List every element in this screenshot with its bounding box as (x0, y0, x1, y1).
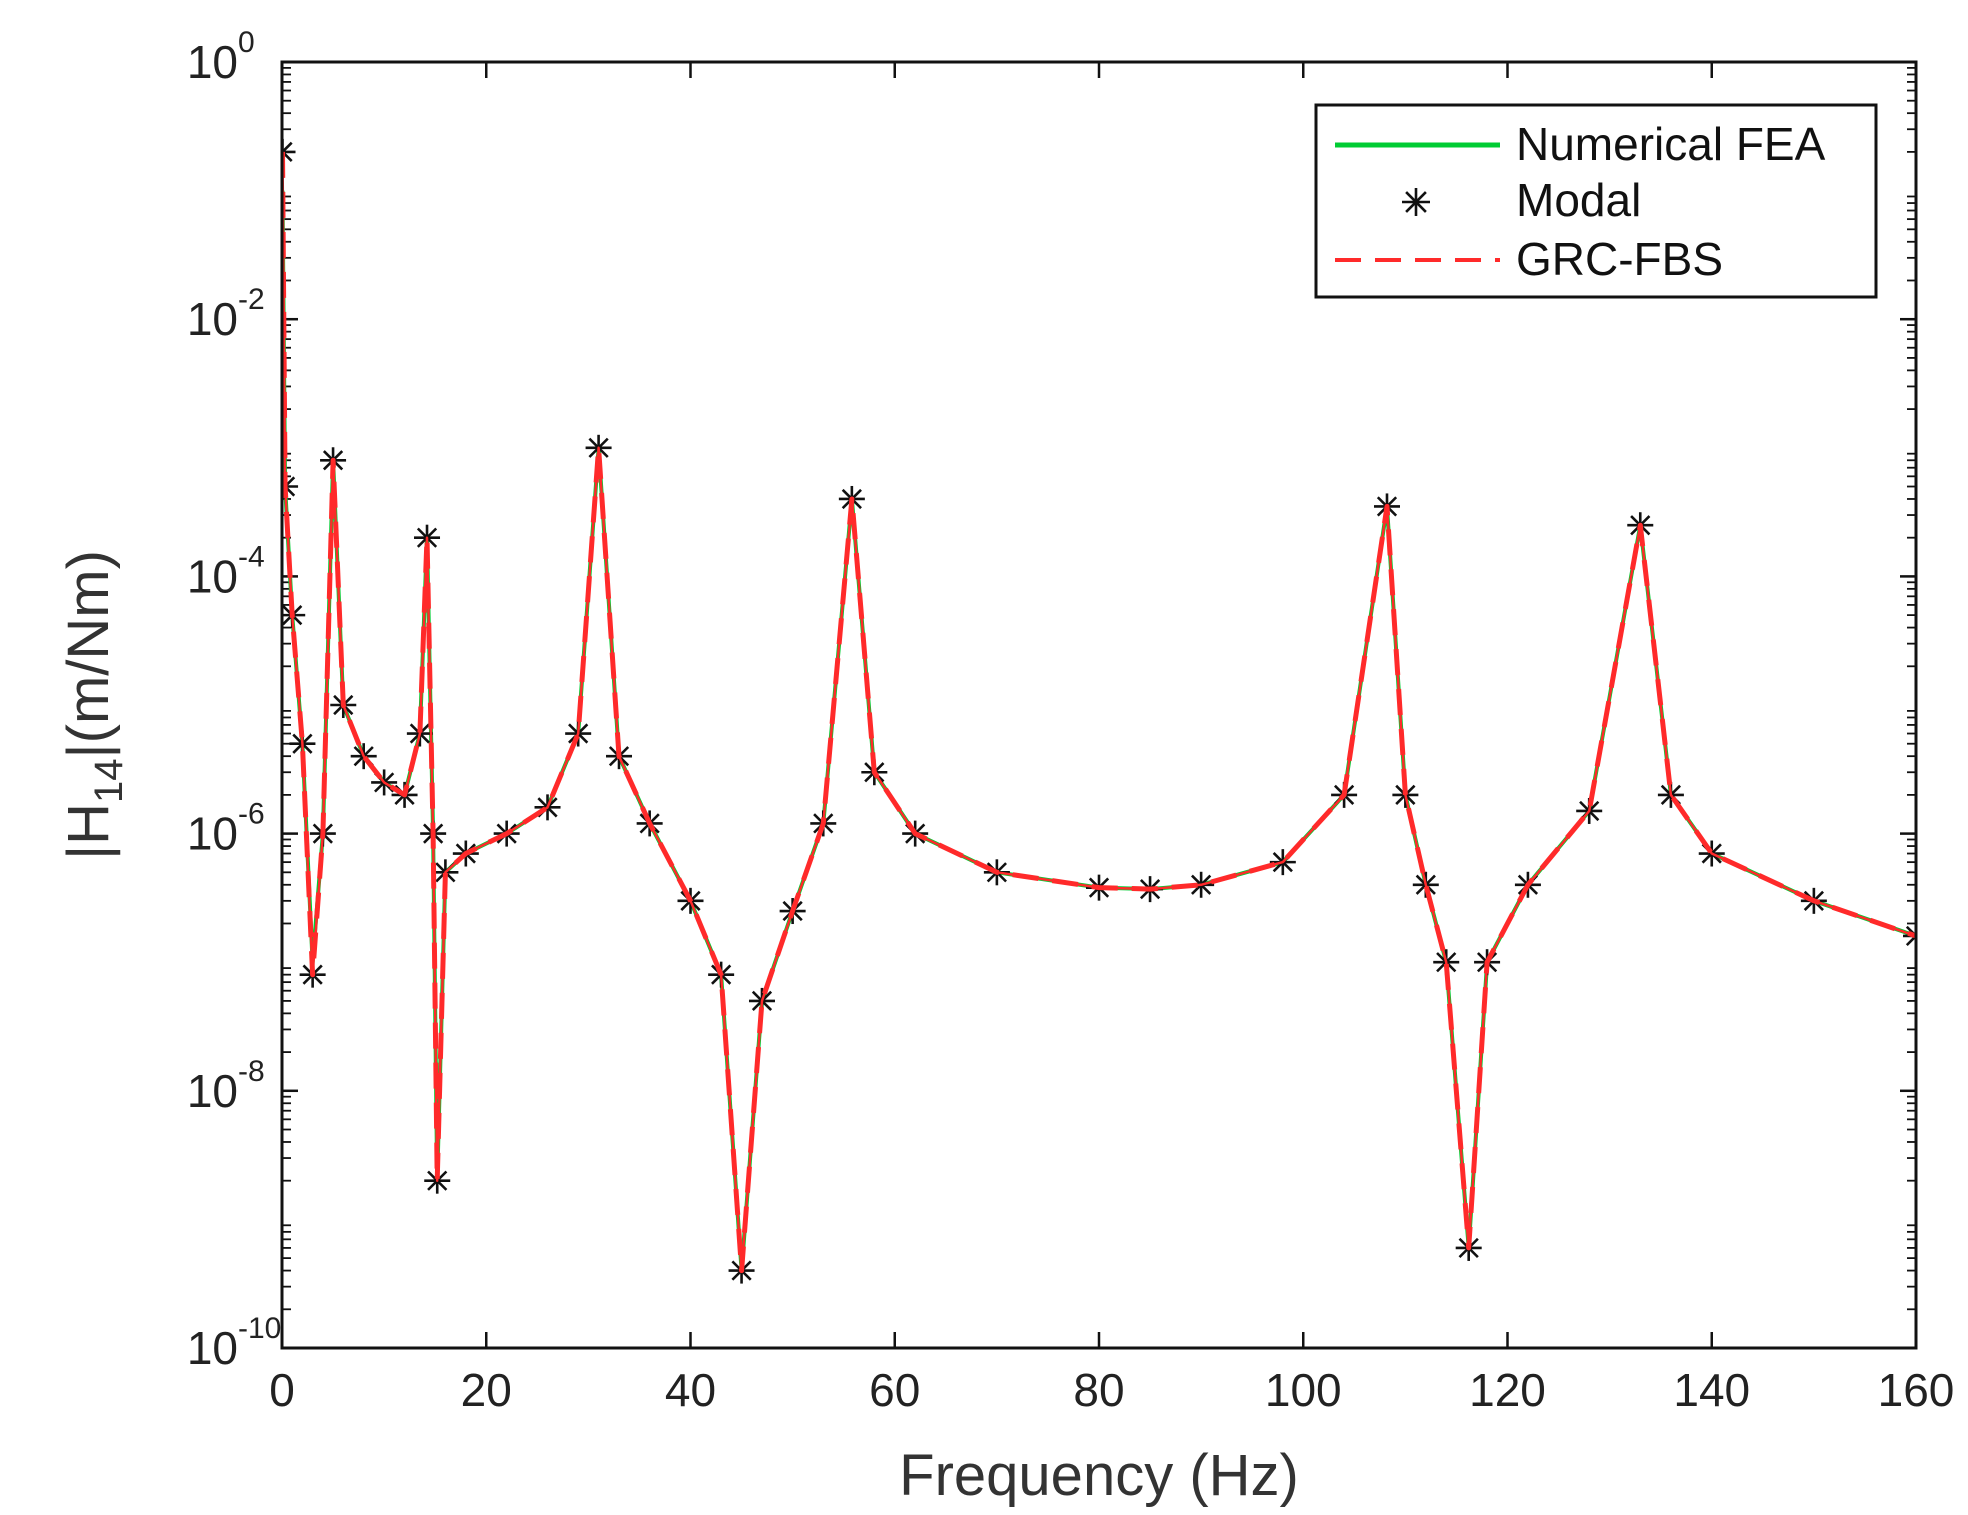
y-tick-exponent: -10 (238, 1312, 281, 1345)
y-tick-exponent: -8 (238, 1055, 265, 1088)
y-tick-label: 10 (187, 293, 238, 345)
y-tick-label: 10 (187, 1322, 238, 1374)
y-axis-title: |H14|(m/Nm) (56, 550, 131, 860)
legend-label-numerical-fea: Numerical FEA (1516, 118, 1826, 170)
x-tick-labels: 0 20 40 60 80 100 120 140 160 (269, 1364, 1954, 1416)
y-tick-exponent: -4 (238, 540, 265, 573)
y-tick-label: 10 (187, 808, 238, 860)
x-tick-label: 120 (1469, 1364, 1546, 1416)
legend-swatch-modal (1402, 188, 1430, 216)
y-axis-title-subscript: 14 (87, 758, 131, 803)
grc-fbs-dashed (282, 151, 1916, 1274)
legend-box (1314, 103, 1878, 299)
x-tick-label: 100 (1265, 1364, 1342, 1416)
legend-label-grc-fbs: GRC-FBS (1516, 233, 1723, 285)
x-tick-label: 0 (269, 1364, 295, 1416)
y-tick-label: 10 (187, 1065, 238, 1117)
x-tick-label: 140 (1673, 1364, 1750, 1416)
modal-point (1903, 922, 1916, 949)
y-tick-exponent: 0 (238, 26, 255, 59)
y-tick-exponent: -6 (238, 798, 265, 831)
series-grc-fbs (282, 151, 1916, 1274)
y-axis-title-suffix: |(m/Nm) (56, 550, 121, 758)
y-tick-label: 10 (187, 36, 238, 88)
x-axis-title: Frequency (Hz) (899, 1443, 1299, 1508)
y-tick-label: 10 (187, 550, 238, 602)
x-tick-label: 60 (869, 1364, 920, 1416)
legend-label-modal: Modal (1516, 174, 1641, 226)
x-tick-label: 80 (1073, 1364, 1124, 1416)
legend: Numerical FEA Modal GRC-FBS (1314, 103, 1878, 299)
y-tick-exponent: -2 (238, 283, 265, 316)
plot-area (282, 138, 1916, 1284)
y-axis-title-prefix: |H (56, 803, 121, 860)
legend-modal-star (1402, 188, 1430, 216)
x-tick-label: 160 (1878, 1364, 1955, 1416)
x-tick-label: 20 (461, 1364, 512, 1416)
x-tick-label: 40 (665, 1364, 716, 1416)
plot-frame (280, 60, 1918, 1350)
